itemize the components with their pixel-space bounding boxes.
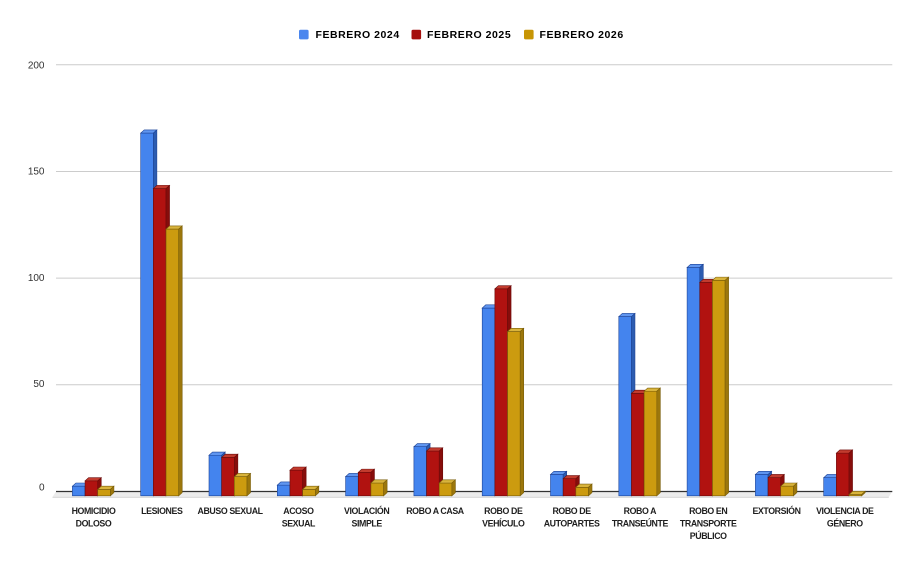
svg-text:HOMICIDIO: HOMICIDIO bbox=[72, 506, 116, 516]
svg-text:TRANSPORTE: TRANSPORTE bbox=[680, 519, 737, 529]
svg-text:FEBRERO 2025: FEBRERO 2025 bbox=[427, 29, 511, 41]
svg-text:AUTOPARTES: AUTOPARTES bbox=[544, 519, 600, 529]
svg-text:FEBRERO 2024: FEBRERO 2024 bbox=[316, 29, 400, 41]
svg-text:ROBO EN: ROBO EN bbox=[689, 506, 727, 516]
svg-text:0: 0 bbox=[39, 483, 45, 494]
svg-text:VEHÍCULO: VEHÍCULO bbox=[482, 519, 525, 529]
svg-text:ACOSO: ACOSO bbox=[283, 506, 314, 516]
svg-text:ABUSO SEXUAL: ABUSO SEXUAL bbox=[198, 506, 264, 516]
svg-text:200: 200 bbox=[28, 60, 45, 71]
svg-text:ROBO DE: ROBO DE bbox=[484, 506, 523, 516]
svg-text:ROBO A: ROBO A bbox=[624, 506, 658, 516]
svg-text:PÚBLICO: PÚBLICO bbox=[690, 530, 727, 541]
svg-text:SIMPLE: SIMPLE bbox=[352, 519, 383, 529]
svg-text:150: 150 bbox=[28, 167, 45, 178]
svg-text:ROBO DE: ROBO DE bbox=[552, 506, 591, 516]
svg-text:FEBRERO 2026: FEBRERO 2026 bbox=[540, 29, 624, 41]
svg-text:ROBO A CASA: ROBO A CASA bbox=[406, 506, 465, 516]
svg-text:DOLOSO: DOLOSO bbox=[76, 519, 112, 529]
svg-text:TRANSEÚNTE: TRANSEÚNTE bbox=[612, 518, 669, 529]
svg-text:50: 50 bbox=[33, 379, 45, 390]
svg-text:EXTORSIÓN: EXTORSIÓN bbox=[752, 505, 800, 516]
svg-text:LESIONES: LESIONES bbox=[141, 506, 183, 516]
svg-text:GÉNERO: GÉNERO bbox=[827, 519, 863, 529]
svg-text:100: 100 bbox=[28, 273, 45, 284]
svg-text:VIOLENCIA DE: VIOLENCIA DE bbox=[816, 506, 874, 516]
svg-text:VIOLACIÓN: VIOLACIÓN bbox=[344, 505, 389, 516]
svg-text:SEXUAL: SEXUAL bbox=[282, 519, 316, 529]
